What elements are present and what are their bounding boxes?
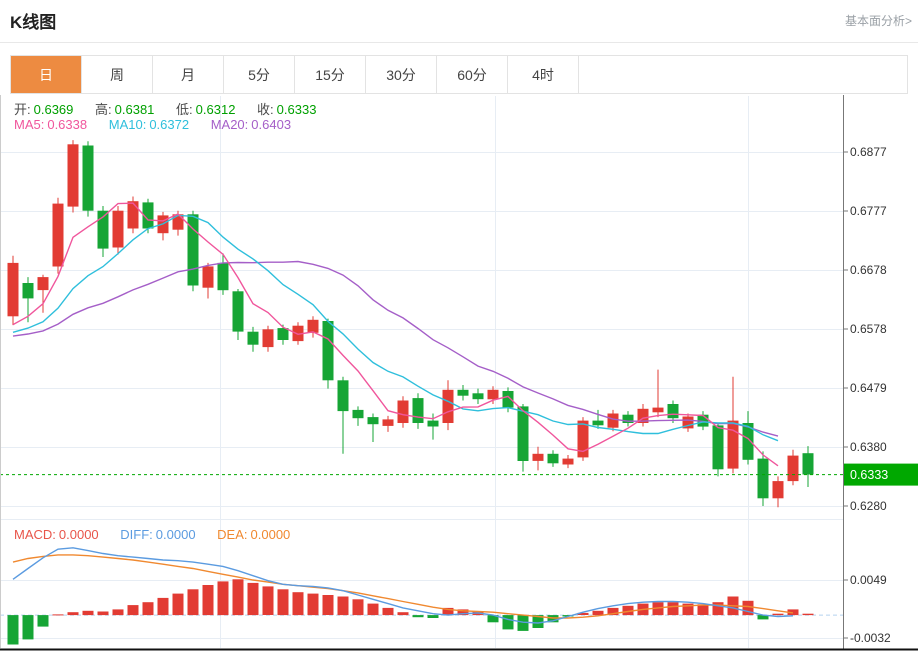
ma20-line [12, 260, 779, 437]
y-axis-labels: 0.6877 0.6777 0.6678 0.6578 0.6479 0.6380 0.62… [843, 145, 891, 645]
y-axis-tick-label: 0.6380 [850, 440, 887, 454]
y-axis-tick-label: 0.6877 [850, 145, 887, 159]
y-axis-tick-label: 0.0049 [850, 573, 887, 587]
candles-layer [7, 140, 814, 508]
ohlc-legend: 开: 0.6369 高: 0.6381 低: 0.6312 收: 0.6333 [14, 99, 334, 118]
grid-layer [0, 96, 843, 648]
y-axis-tick-label: 0.6280 [850, 499, 887, 513]
tab-week[interactable]: 周 [82, 56, 153, 93]
ma5-label: MA5: [14, 117, 45, 132]
bottom-axis-line [0, 648, 918, 651]
high-label: 高: [95, 102, 112, 117]
ma10-label: MA10: [108, 117, 147, 132]
high-value: 0.6381 [114, 102, 155, 117]
tab-60min[interactable]: 60分 [437, 56, 508, 93]
ma-legend: MA5: 0.6338 MA10: 0.6372 MA20: 0.6403 [14, 117, 309, 132]
low-label: 低: [176, 102, 193, 117]
tab-4hour[interactable]: 4时 [508, 56, 579, 93]
open-value: 0.6369 [33, 102, 74, 117]
low-value: 0.6312 [195, 102, 236, 117]
dea-line [12, 554, 794, 619]
ma5-line [12, 202, 779, 467]
fundamental-analysis-link[interactable]: 基本面分析> [844, 14, 912, 28]
macd-label: MACD: [14, 527, 56, 542]
page-header: K线图 基本面分析> [0, 0, 918, 43]
macd-value: 0.0000 [58, 527, 99, 542]
macd-histogram [7, 579, 814, 645]
ma10-value: 0.6372 [149, 117, 190, 132]
ma5-value: 0.6338 [47, 117, 88, 132]
open-label: 开: [14, 102, 31, 117]
diff-line [12, 547, 794, 624]
close-label: 收: [257, 102, 274, 117]
ma10-line [12, 214, 779, 442]
dea-label: DEA: [217, 527, 248, 542]
svg-text:0.6333: 0.6333 [850, 468, 888, 482]
y-axis-tick-label: 0.6578 [850, 322, 887, 336]
period-tab-bar: 日周月 5分 15分 30分 60分 4时 [10, 55, 908, 94]
diff-value: 0.0000 [155, 527, 196, 542]
tab-15min[interactable]: 15分 [295, 56, 366, 93]
dea-value: 0.0000 [250, 527, 291, 542]
y-axis-tick-label: 0.6479 [850, 381, 887, 395]
macd-legend: MACD: 0.0000 DIFF: 0.0000 DEA: 0.0000 [14, 527, 308, 542]
current-price-badge: 0.6333 [844, 463, 918, 486]
tab-5min[interactable]: 5分 [224, 56, 295, 93]
diff-label: DIFF: [120, 527, 153, 542]
y-axis-tick-label: 0.6678 [850, 263, 887, 277]
close-value: 0.6333 [276, 102, 317, 117]
tab-30min[interactable]: 30分 [366, 56, 437, 93]
ma20-label: MA20: [210, 117, 249, 132]
ma20-value: 0.6403 [251, 117, 292, 132]
tab-month[interactable]: 月 [153, 56, 224, 93]
y-axis-tick-label: 0.6777 [850, 204, 887, 218]
tab-day[interactable]: 日 [11, 56, 82, 93]
y-axis-tick-label: -0.0032 [850, 631, 891, 645]
page-title: K线图 [10, 13, 57, 32]
